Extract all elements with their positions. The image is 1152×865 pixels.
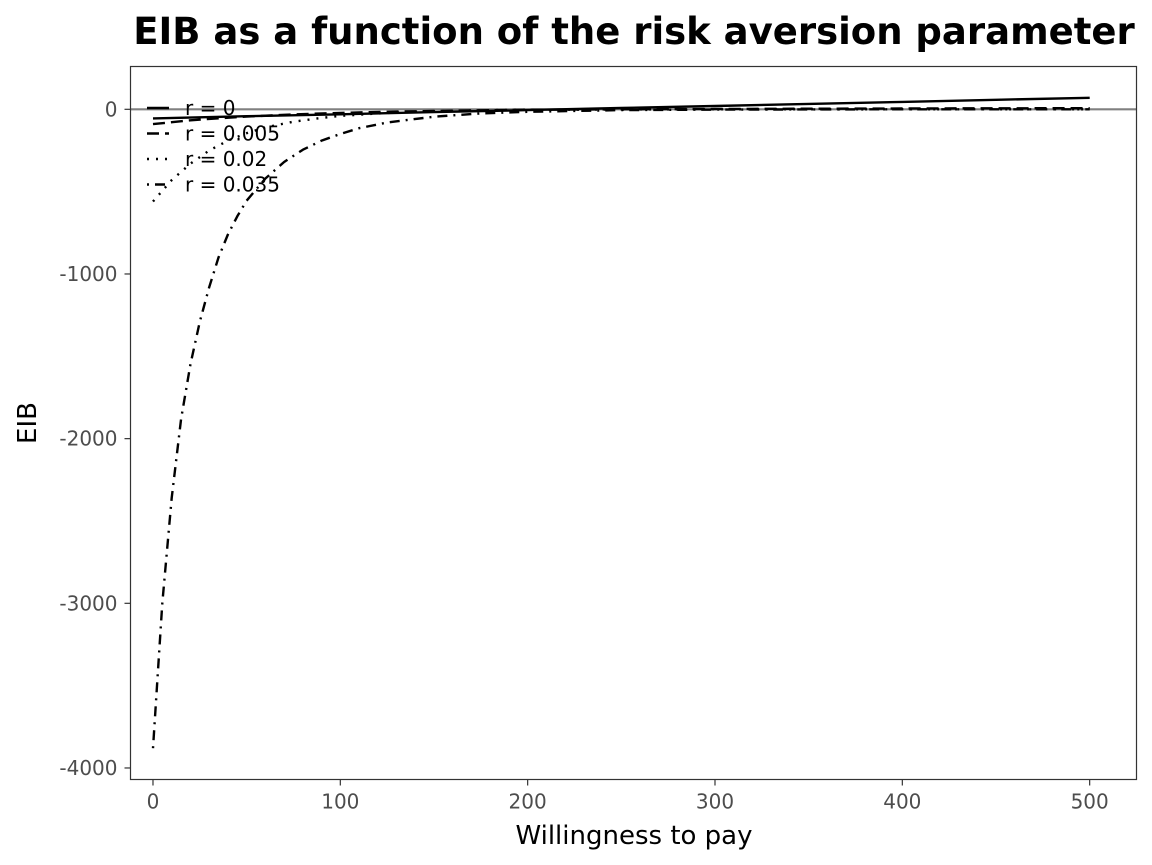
x-axis-title: Willingness to pay xyxy=(515,821,752,851)
chart-title: EIB as a function of the risk aversion p… xyxy=(133,10,1135,53)
x-axis: 0 100 200 300 400 500 xyxy=(147,779,1109,814)
legend-label-1: r = 0.005 xyxy=(185,122,280,146)
y-axis-title: EIB xyxy=(13,402,43,444)
legend-label-0: r = 0 xyxy=(185,96,235,120)
x-tick-label-3: 300 xyxy=(696,790,734,814)
x-tick-label-5: 500 xyxy=(1071,790,1109,814)
x-tick-label-1: 100 xyxy=(321,790,359,814)
series-line-2 xyxy=(152,108,1090,203)
y-tick-label-2: -2000 xyxy=(59,427,117,451)
x-tick-label-0: 0 xyxy=(147,790,160,814)
series-line-3 xyxy=(151,108,1090,749)
plot-panel-border xyxy=(129,65,1138,781)
series-layer xyxy=(151,96,1090,749)
y-tick-label-3: -3000 xyxy=(59,591,117,615)
y-tick-label-4: -4000 xyxy=(59,756,117,780)
legend-label-3: r = 0.035 xyxy=(185,173,280,197)
x-tick-label-4: 400 xyxy=(883,790,921,814)
legend-label-2: r = 0.02 xyxy=(185,147,267,171)
y-tick-label-0: 0 xyxy=(105,97,118,121)
y-tick-label-1: -1000 xyxy=(59,262,117,286)
series-line-0 xyxy=(152,96,1090,120)
y-axis: 0 -1000 -2000 -3000 -4000 xyxy=(59,97,131,780)
x-tick-label-2: 200 xyxy=(509,790,547,814)
